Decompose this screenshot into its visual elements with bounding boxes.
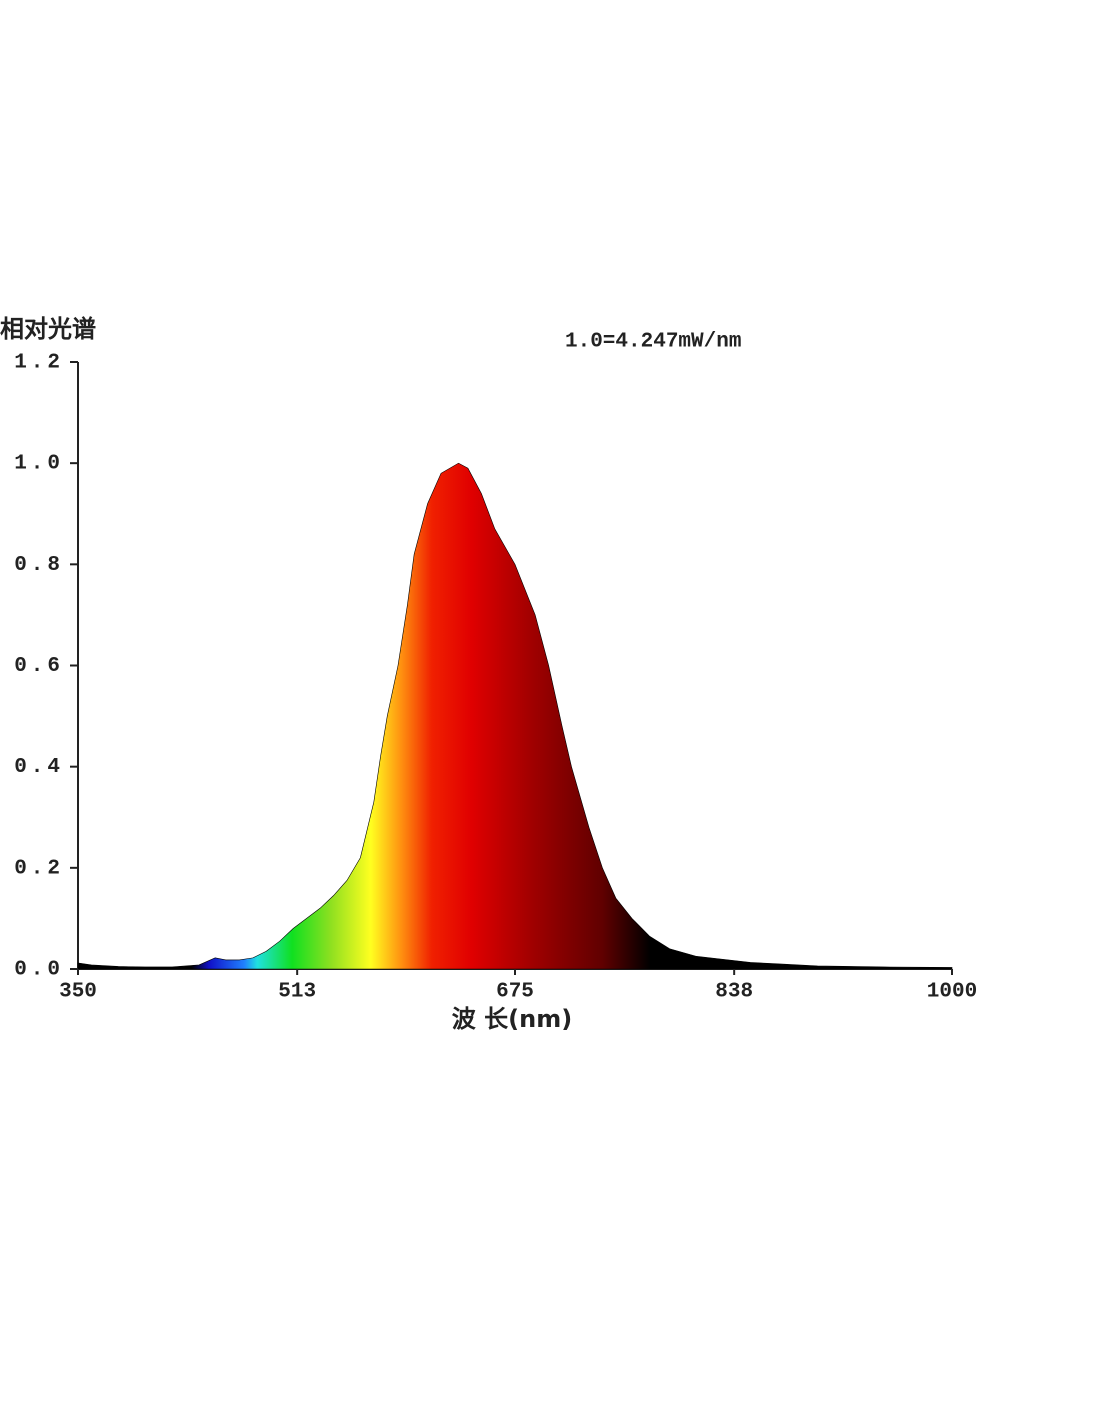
x-tick-label: 675: [496, 981, 534, 1004]
y-tick-label: 0.8: [14, 554, 64, 577]
y-axis-title: 相对光谱: [0, 315, 96, 343]
x-tick-label: 350: [59, 981, 97, 1004]
annotation: 1.0=4.247mW/nm: [565, 331, 741, 354]
x-axis-title: 波 长(nm): [452, 1005, 572, 1033]
x-tick-label: 1000: [927, 981, 977, 1004]
y-tick-label: 0.4: [14, 756, 64, 779]
x-tick-label: 838: [715, 981, 753, 1004]
y-tick-label: 0.0: [14, 959, 64, 982]
y-tick-label: 1.2: [14, 352, 64, 375]
x-tick-label: 513: [278, 981, 316, 1004]
spectrum-area: [77, 462, 953, 970]
y-tick-label: 0.2: [14, 857, 64, 880]
y-tick-label: 1.0: [14, 453, 64, 476]
y-tick-label: 0.6: [14, 655, 64, 678]
